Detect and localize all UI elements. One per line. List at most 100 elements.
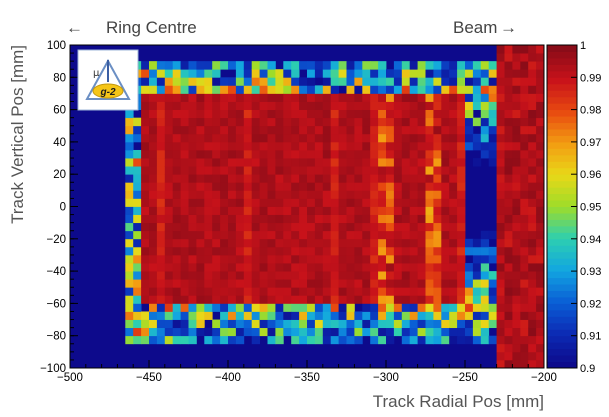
heatmap-cell [362,61,371,70]
heatmap-cell [228,279,237,288]
heatmap-cell [378,141,387,151]
logo-symbol: μ [93,68,100,79]
colorbar-bin [547,77,577,85]
heatmap-cell [307,174,316,183]
heatmap-cell [496,77,505,86]
heatmap-cell [172,61,181,70]
heatmap-cell [378,271,387,280]
heatmap-cell [307,198,316,207]
heatmap-cell [354,93,363,102]
heatmap-cell [141,61,150,70]
heatmap-cell [433,117,442,127]
heatmap-cell [528,319,537,329]
heatmap-cell [370,166,379,175]
heatmap-cell [401,287,411,296]
heatmap-cell [307,125,316,135]
heatmap-cell [378,279,387,288]
heatmap-cell [536,238,545,248]
heatmap-cell [204,93,213,102]
heatmap-cell [441,230,450,240]
heatmap-cell [409,254,418,264]
heatmap-cell [528,141,537,151]
heatmap-cell [267,133,276,143]
colorbar-bin [547,219,577,227]
heatmap-cell [267,198,276,207]
heatmap-cell [496,158,505,167]
heatmap-cell [417,214,426,224]
heatmap-cell [520,45,529,54]
heatmap-cell [299,77,308,86]
heatmap-cell [172,287,181,296]
heatmap-cell [283,327,292,337]
heatmap-cell [449,190,458,199]
heatmap-cell [496,206,505,215]
heatmap-cell [235,295,245,304]
heatmap-cell [251,303,260,312]
heatmap-cell [338,295,347,304]
heatmap-cell [188,166,197,175]
heatmap-cell [314,335,324,345]
heatmap-cell [536,149,545,159]
heatmap-cell [386,279,395,288]
heatmap-cell [204,206,213,215]
heatmap-cell [172,238,181,248]
heatmap-cell [465,311,474,320]
heatmap-cell [125,214,134,224]
heatmap-cell [322,303,332,312]
heatmap-cell [164,230,174,240]
heatmap-cell [425,61,434,70]
heatmap-cell [536,230,545,240]
heatmap-cell [141,174,150,183]
heatmap-cell [386,93,395,102]
heatmap-cell [259,198,268,207]
heatmap-cell [212,206,221,215]
heatmap-cell [512,198,521,207]
heatmap-cell [393,166,403,175]
heatmap-cell [330,61,339,70]
heatmap-cell [512,141,521,151]
heatmap-cell [172,101,181,110]
heatmap-cell [457,125,466,135]
heatmap-cell [156,182,166,191]
heatmap-cell [251,327,260,337]
heatmap-cell [417,279,426,288]
heatmap-cell [307,61,316,70]
heatmap-cell [196,190,205,199]
heatmap-cell [393,61,403,70]
heatmap-cell [338,166,347,175]
heatmap-cell [172,141,181,151]
heatmap-cell [370,198,379,207]
heatmap-cell [512,279,521,288]
x-tick-label: −400 [215,372,241,384]
heatmap-cell [520,93,529,102]
heatmap-cell [275,149,284,159]
heatmap-cell [196,174,205,183]
heatmap-cell [204,311,213,320]
heatmap-cell [314,69,324,78]
heatmap-cell [409,279,418,288]
heatmap-cell [536,206,545,215]
heatmap-cell [496,182,505,191]
heatmap-cell [362,69,371,78]
heatmap-cell [496,359,505,369]
heatmap-cell [504,182,513,191]
heatmap-cell [259,125,268,135]
heatmap-cell [267,327,276,337]
heatmap-cell [520,109,529,119]
heatmap-cell [204,182,213,191]
heatmap-cell [243,174,253,183]
heatmap-cell [520,158,529,167]
heatmap-cell [164,117,174,127]
heatmap-cell [314,246,324,256]
heatmap-cell [536,287,545,296]
heatmap-cell [338,141,347,151]
heatmap-cell [354,85,363,94]
heatmap-cell [275,238,284,248]
heatmap-cell [299,85,308,94]
heatmap-cell [228,117,237,127]
heatmap-cell [362,174,371,183]
heatmap-cell [330,303,339,312]
heatmap-cell [417,125,426,135]
colorbar-bin [547,348,577,356]
heatmap-cell [251,230,260,240]
